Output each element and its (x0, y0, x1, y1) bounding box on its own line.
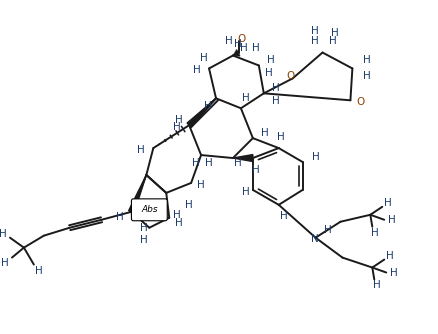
Text: H: H (389, 268, 397, 278)
Text: H: H (173, 122, 180, 132)
Text: H: H (264, 68, 272, 78)
Text: H: H (241, 93, 249, 103)
Text: H: H (260, 128, 268, 138)
Text: H: H (193, 65, 201, 75)
Text: H: H (197, 180, 205, 190)
Text: H: H (363, 55, 371, 65)
Text: H: H (271, 84, 279, 94)
Text: H: H (35, 266, 42, 276)
Text: H: H (330, 28, 338, 38)
Text: H: H (373, 281, 380, 291)
Text: H: H (157, 200, 165, 210)
Text: H: H (140, 235, 148, 245)
Text: H: H (271, 96, 279, 106)
Text: H: H (266, 55, 274, 65)
Text: H: H (225, 36, 232, 45)
Text: H: H (233, 38, 241, 48)
Text: H: H (279, 211, 287, 221)
Polygon shape (233, 155, 252, 162)
Text: H: H (240, 42, 247, 52)
Text: O: O (355, 97, 364, 107)
Text: H: H (115, 212, 123, 222)
Text: Abs: Abs (141, 205, 157, 214)
Text: H: H (251, 42, 259, 52)
Text: H: H (251, 165, 259, 175)
Text: H: H (371, 228, 378, 238)
FancyBboxPatch shape (131, 199, 167, 221)
Text: H: H (137, 145, 145, 155)
Text: H: H (192, 158, 200, 168)
Text: H: H (175, 218, 183, 228)
Text: H: H (384, 198, 391, 208)
Text: H: H (140, 223, 148, 233)
Text: O: O (237, 34, 245, 44)
Polygon shape (128, 175, 146, 213)
Text: H: H (311, 152, 319, 162)
Text: H: H (385, 250, 393, 261)
Text: H: H (310, 36, 318, 45)
Text: H: H (204, 101, 212, 111)
Text: H: H (276, 132, 284, 142)
Text: H: H (1, 258, 9, 268)
Text: H: H (200, 53, 208, 63)
Polygon shape (187, 98, 215, 127)
Text: H: H (241, 187, 249, 197)
Text: H: H (310, 26, 318, 36)
Text: H: H (205, 158, 212, 168)
Text: H: H (233, 158, 241, 168)
Text: H: H (175, 115, 183, 125)
Text: H: H (185, 200, 193, 210)
Text: H: H (323, 225, 331, 235)
Text: H: H (388, 215, 395, 225)
Text: H: H (328, 36, 336, 45)
Text: N: N (310, 234, 318, 244)
Text: H: H (0, 229, 7, 239)
Text: O: O (286, 71, 294, 81)
Text: H: H (363, 71, 371, 81)
Text: H: H (173, 210, 180, 220)
